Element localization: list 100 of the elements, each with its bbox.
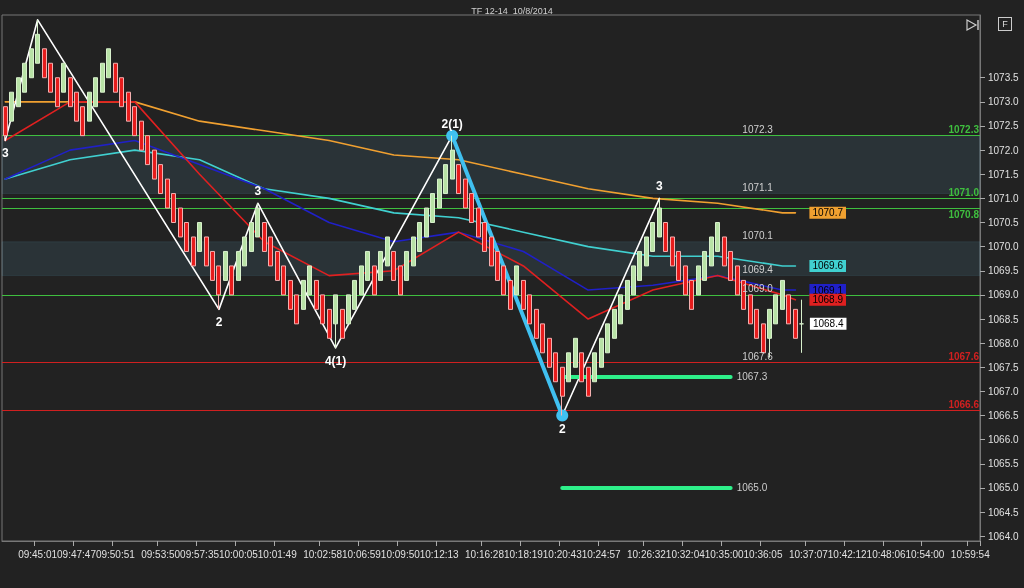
data-label: 1065.0 — [736, 482, 768, 494]
x-tick-label: 10:06:59 — [341, 548, 382, 560]
candlestick — [456, 164, 461, 195]
annotation: 3 — [1, 146, 9, 161]
y-tick-label: 1068.0 — [988, 337, 1020, 349]
x-tick-label: 09:47:47 — [57, 548, 97, 560]
candlestick — [378, 250, 383, 281]
candlestick — [398, 265, 403, 296]
y-tick-label: 1067.0 — [988, 385, 1020, 397]
x-tick-label: 10:18:19 — [503, 548, 544, 560]
y-tick-label: 1065.5 — [988, 458, 1020, 470]
y-tick-label: 1072.0 — [988, 144, 1020, 156]
candlestick — [197, 222, 202, 252]
x-tick-label: 10:02:58 — [303, 548, 343, 560]
data-label: 1069.1 — [812, 284, 844, 296]
candlestick — [780, 279, 785, 310]
y-tick-label: 1070.5 — [988, 217, 1020, 228]
data-label: 1070.7 — [812, 207, 844, 219]
annotation: 2 — [558, 421, 566, 436]
y-tick-label: 1073.0 — [988, 96, 1020, 108]
x-tick-label: 10:37:07 — [788, 548, 829, 560]
data-label: 1068.9 — [812, 294, 844, 306]
y-tick-label: 1071.0 — [988, 192, 1020, 204]
ref-line-label: 1066.6 — [948, 399, 980, 411]
candlestick — [573, 337, 578, 368]
candlestick — [566, 352, 571, 383]
y-tick-label: 1068.5 — [988, 313, 1020, 325]
y-tick-label: 1073.5 — [988, 72, 1020, 84]
ref-line-label: 1072.3 — [948, 124, 980, 136]
candlestick — [327, 308, 332, 339]
annotation: 3 — [254, 184, 262, 199]
y-tick-label: 1071.5 — [988, 168, 1020, 180]
x-tick-label: 10:16:28 — [465, 548, 505, 560]
x-tick-label: 09:45:01 — [18, 548, 58, 560]
x-tick-label: 10:24:57 — [581, 548, 621, 560]
candlestick — [385, 236, 390, 267]
y-tick-label: 1067.5 — [988, 361, 1020, 373]
x-tick-label: 10:35:00 — [704, 548, 745, 560]
x-tick-label: 10:01:49 — [257, 548, 298, 560]
candlestick — [223, 250, 228, 281]
y-tick-label: 1066.5 — [988, 410, 1020, 422]
y-tick-label: 1069.5 — [988, 265, 1020, 277]
annotation: 1071.1 — [742, 182, 774, 194]
data-label: 1069.6 — [812, 260, 844, 272]
candlestick — [404, 250, 409, 281]
ref-line-label: 1070.8 — [948, 208, 980, 220]
candlestick — [560, 366, 565, 417]
candlestick — [229, 265, 234, 296]
annotation: 1072.3 — [742, 124, 774, 136]
x-tick-label: 10:59:54 — [950, 548, 991, 560]
x-tick-label: 10:54:00 — [905, 548, 945, 560]
annotation: 1068.4 — [812, 318, 844, 330]
candlestick — [61, 62, 66, 93]
y-tick-label: 1070.0 — [988, 241, 1020, 253]
x-tick-label: 10:32:04 — [665, 548, 706, 560]
y-tick-label: 1064.0 — [988, 530, 1020, 542]
y-tick-label: 1072.5 — [988, 120, 1020, 132]
candlestick — [191, 236, 196, 267]
x-tick-label: 09:57:35 — [180, 548, 220, 560]
y-tick-label: 1066.0 — [988, 434, 1020, 446]
line-series — [4, 139, 797, 291]
candlestick — [579, 352, 584, 383]
y-tick-label: 1064.5 — [988, 506, 1020, 518]
y-tick-label: 1065.0 — [988, 482, 1020, 494]
candlestick — [799, 299, 804, 354]
annotation: 1070.1 — [742, 230, 774, 242]
candlestick — [391, 250, 396, 281]
annotation: 3 — [656, 179, 664, 194]
candlestick — [657, 197, 662, 238]
x-tick-label: 10:48:06 — [866, 548, 906, 560]
x-tick-label: 10:36:05 — [743, 548, 783, 560]
x-tick-label: 10:20:43 — [542, 548, 583, 560]
candlestick — [372, 265, 377, 296]
data-label: 1067.3 — [736, 371, 768, 383]
y-tick-label: 1069.0 — [988, 289, 1020, 301]
x-tick-label: 10:12:13 — [419, 548, 460, 560]
candlestick — [508, 279, 513, 310]
ref-line-label: 1071.0 — [948, 186, 980, 198]
ref-line-label: 1067.6 — [948, 350, 980, 362]
text: F — [998, 17, 1012, 31]
x-tick-label: 10:26:32 — [626, 548, 667, 560]
candlestick — [333, 294, 338, 349]
x-tick-label: 10:42:12 — [827, 548, 868, 560]
annotation: 1067.6 — [742, 350, 774, 362]
candlestick — [793, 308, 798, 339]
line-series — [4, 149, 797, 267]
candlestick — [514, 265, 519, 296]
candlestick — [761, 323, 766, 354]
candlestick — [9, 91, 14, 122]
x-tick-label: 10:00:05 — [218, 548, 259, 560]
annotation: 2 — [215, 315, 223, 330]
line-series — [4, 101, 797, 214]
chart-title: TF 12-14 10/8/2014 — [471, 5, 553, 16]
candlestick — [586, 366, 591, 397]
x-tick-label: 10:09:50 — [380, 548, 421, 560]
candlestick — [663, 222, 668, 252]
candlestick — [340, 308, 345, 339]
x-tick-label: 09:50:51 — [95, 548, 136, 560]
candlestick — [592, 352, 597, 383]
x-tick-label: 09:53:50 — [141, 548, 181, 560]
